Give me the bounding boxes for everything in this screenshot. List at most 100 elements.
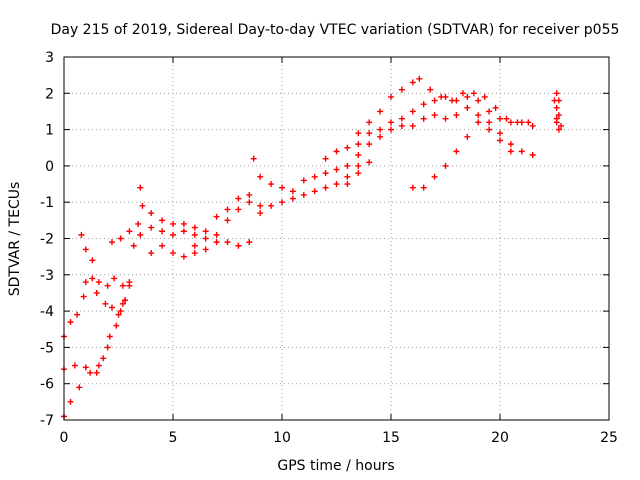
y-tick-label: -5 <box>40 340 54 356</box>
series-arc-g <box>148 199 264 260</box>
data-point <box>453 112 460 119</box>
data-point <box>464 133 471 140</box>
y-tick-label: 2 <box>45 86 54 102</box>
data-point <box>137 184 144 191</box>
data-point <box>388 126 394 133</box>
data-point <box>130 242 137 249</box>
data-point <box>67 398 74 405</box>
data-point <box>333 148 340 155</box>
data-point <box>126 228 133 235</box>
data-point <box>300 191 307 198</box>
data-point <box>311 188 318 195</box>
x-tick-label: 20 <box>491 430 509 446</box>
data-point <box>529 152 536 159</box>
series-arc-h <box>191 191 253 249</box>
data-point <box>159 228 166 235</box>
data-point <box>420 115 427 122</box>
data-point <box>67 318 74 325</box>
data-point <box>442 162 449 169</box>
data-point <box>333 181 340 188</box>
data-point <box>300 177 307 184</box>
data-point <box>246 191 253 198</box>
data-point <box>180 253 187 260</box>
data-point <box>213 239 220 246</box>
data-point <box>366 141 373 148</box>
data-point <box>475 112 482 119</box>
series-arc-b <box>61 282 133 376</box>
data-point <box>202 235 209 242</box>
data-point <box>246 199 253 206</box>
data-point <box>529 122 536 129</box>
data-point <box>344 173 351 180</box>
y-tick-label: -3 <box>40 268 54 284</box>
data-point <box>180 228 187 235</box>
data-point <box>366 130 373 137</box>
data-point <box>89 257 96 264</box>
data-point <box>503 115 510 122</box>
data-point <box>126 282 133 289</box>
data-point <box>170 250 176 257</box>
data-point <box>553 115 560 122</box>
series-arc-m <box>355 75 532 137</box>
data-point <box>355 152 362 159</box>
data-point <box>344 144 351 151</box>
x-tick-label: 15 <box>382 430 400 446</box>
series-arc-e <box>108 220 198 246</box>
data-point <box>115 311 122 318</box>
data-point <box>416 75 423 82</box>
data-point <box>82 364 89 371</box>
data-point <box>224 206 231 213</box>
data-point <box>82 279 89 286</box>
data-point <box>250 155 257 162</box>
chart-title: Day 215 of 2019, Sidereal Day-to-day VTE… <box>51 22 620 38</box>
data-point <box>497 137 503 144</box>
series-arc-a <box>61 184 144 420</box>
data-point <box>246 239 253 246</box>
data-point <box>122 297 129 304</box>
data-point <box>486 108 493 115</box>
y-tick-label: -2 <box>40 232 54 248</box>
data-point <box>481 93 488 100</box>
data-point <box>377 126 384 133</box>
data-point <box>104 282 111 289</box>
y-tick-label: -6 <box>40 377 54 393</box>
data-point <box>257 173 264 180</box>
data-point <box>191 242 198 249</box>
series-arc-k <box>322 93 536 162</box>
data-point <box>117 308 124 315</box>
data-point <box>449 97 456 104</box>
data-point <box>100 355 107 362</box>
series-arc-l <box>344 104 536 169</box>
data-point <box>475 97 482 104</box>
data-point <box>553 90 560 97</box>
data-point <box>409 108 416 115</box>
data-point <box>377 133 384 140</box>
data-point <box>431 173 438 180</box>
data-point <box>507 148 514 155</box>
data-point <box>224 239 231 246</box>
data-point <box>170 220 176 227</box>
data-point <box>268 181 275 188</box>
data-point <box>78 231 85 238</box>
data-point <box>431 112 438 119</box>
data-point <box>518 148 525 155</box>
data-point <box>235 242 242 249</box>
data-point <box>475 119 482 126</box>
axis-ticks: 0 5 10 15 20 25 -7 -6 -5 -4 -3 -2 -1 0 1 2 3 <box>40 50 618 446</box>
series-arc-j <box>257 159 373 217</box>
data-point <box>191 224 198 231</box>
data-point <box>159 217 166 224</box>
y-tick-label: -7 <box>40 413 54 429</box>
data-point <box>71 362 78 369</box>
data-point <box>111 275 118 282</box>
data-point <box>555 97 562 104</box>
data-point <box>180 220 187 227</box>
data-point <box>398 115 405 122</box>
data-point <box>470 90 477 97</box>
data-points <box>61 75 565 420</box>
data-point <box>119 300 126 307</box>
data-point <box>289 195 296 202</box>
series-arc-i <box>250 155 362 195</box>
data-point <box>191 250 198 257</box>
